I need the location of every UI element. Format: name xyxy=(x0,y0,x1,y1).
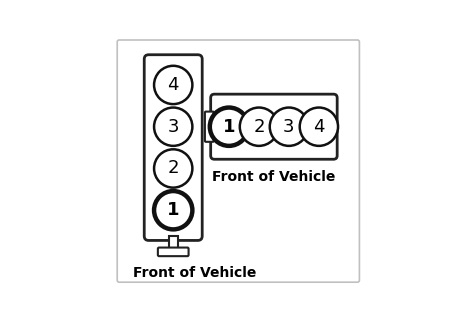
Circle shape xyxy=(270,108,308,146)
Circle shape xyxy=(210,108,248,146)
FancyBboxPatch shape xyxy=(158,248,189,256)
Text: 3: 3 xyxy=(283,118,295,136)
Text: 2: 2 xyxy=(167,160,179,177)
Text: 1: 1 xyxy=(223,118,235,136)
Text: 1: 1 xyxy=(167,201,179,219)
Circle shape xyxy=(154,149,193,188)
FancyBboxPatch shape xyxy=(211,94,337,159)
Circle shape xyxy=(154,108,193,146)
FancyBboxPatch shape xyxy=(144,55,202,241)
Text: 4: 4 xyxy=(167,76,179,94)
Circle shape xyxy=(154,191,193,229)
Text: 4: 4 xyxy=(313,118,325,136)
FancyBboxPatch shape xyxy=(205,112,214,142)
Bar xyxy=(168,236,178,249)
Text: Front of Vehicle: Front of Vehicle xyxy=(212,170,336,184)
Text: 2: 2 xyxy=(253,118,265,136)
FancyBboxPatch shape xyxy=(117,40,359,282)
Circle shape xyxy=(154,66,193,104)
Circle shape xyxy=(300,108,338,146)
Text: Front of Vehicle: Front of Vehicle xyxy=(133,266,256,280)
Circle shape xyxy=(240,108,278,146)
Text: 3: 3 xyxy=(167,118,179,136)
